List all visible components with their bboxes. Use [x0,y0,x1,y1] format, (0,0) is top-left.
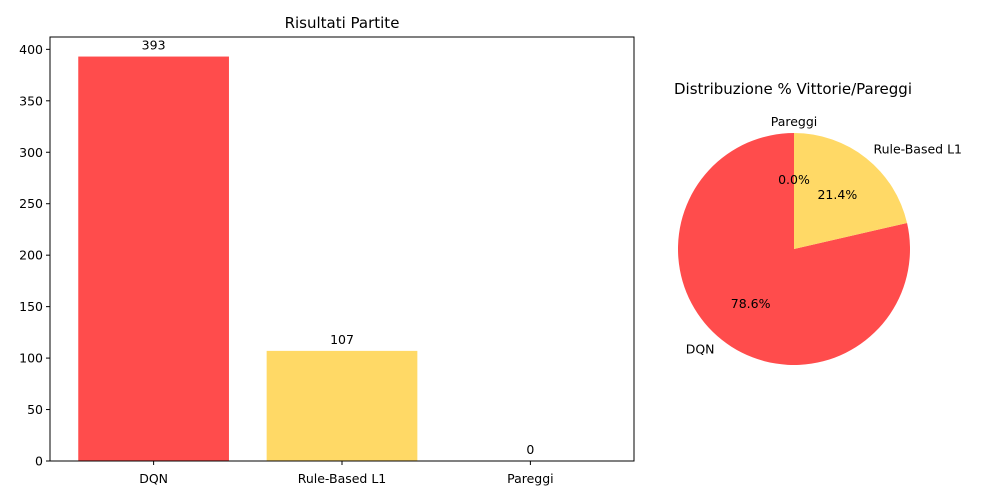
pie-labels: 78.6% DQN 21.4% Rule-Based L1 0.0% Pareggi [686,114,962,356]
x-tick-label: DQN [139,471,168,486]
y-tick-label: 300 [19,145,43,160]
y-axis-ticks: 0 50 100 150 200 250 300 350 400 [19,42,50,469]
pie-percent-label: 21.4% [817,187,857,202]
pie-slices [678,133,911,366]
bar [266,350,418,461]
y-tick-label: 100 [19,351,43,366]
x-tick-label: Rule-Based L1 [298,471,387,486]
bar-data-label: 0 [526,442,534,457]
y-tick-label: 200 [19,248,43,263]
y-tick-label: 50 [27,402,43,417]
y-tick-label: 250 [19,196,43,211]
y-tick-label: 0 [35,454,43,469]
x-axis-ticks: DQN Rule-Based L1 Pareggi [139,461,554,486]
pie-category-label: Rule-Based L1 [873,142,962,157]
pie-category-label: Pareggi [771,114,818,129]
bar-data-label: 107 [330,332,354,347]
plot-frame [49,36,635,462]
bar [78,56,229,461]
y-tick-label: 400 [19,42,43,57]
bars: 393 107 0 [78,38,534,461]
pie-category-label: DQN [686,341,715,356]
pie-slice [794,133,908,249]
pie-slice [678,133,911,366]
y-tick-label: 350 [19,93,43,108]
x-tick-label: Pareggi [507,471,554,486]
y-tick-label: 150 [19,299,43,314]
pie-chart-title: Distribuzione % Vittorie/Pareggi [674,80,912,98]
bar-chart: Risultati Partite 0 50 100 150 200 250 300 350 4… [19,14,635,486]
bar-chart-title: Risultati Partite [285,14,400,32]
pie-percent-label: 0.0% [778,172,810,187]
pie-chart: Distribuzione % Vittorie/Pareggi 78.6% DQ… [674,80,962,366]
bar-data-label: 393 [142,38,166,53]
pie-percent-label: 78.6% [731,296,771,311]
